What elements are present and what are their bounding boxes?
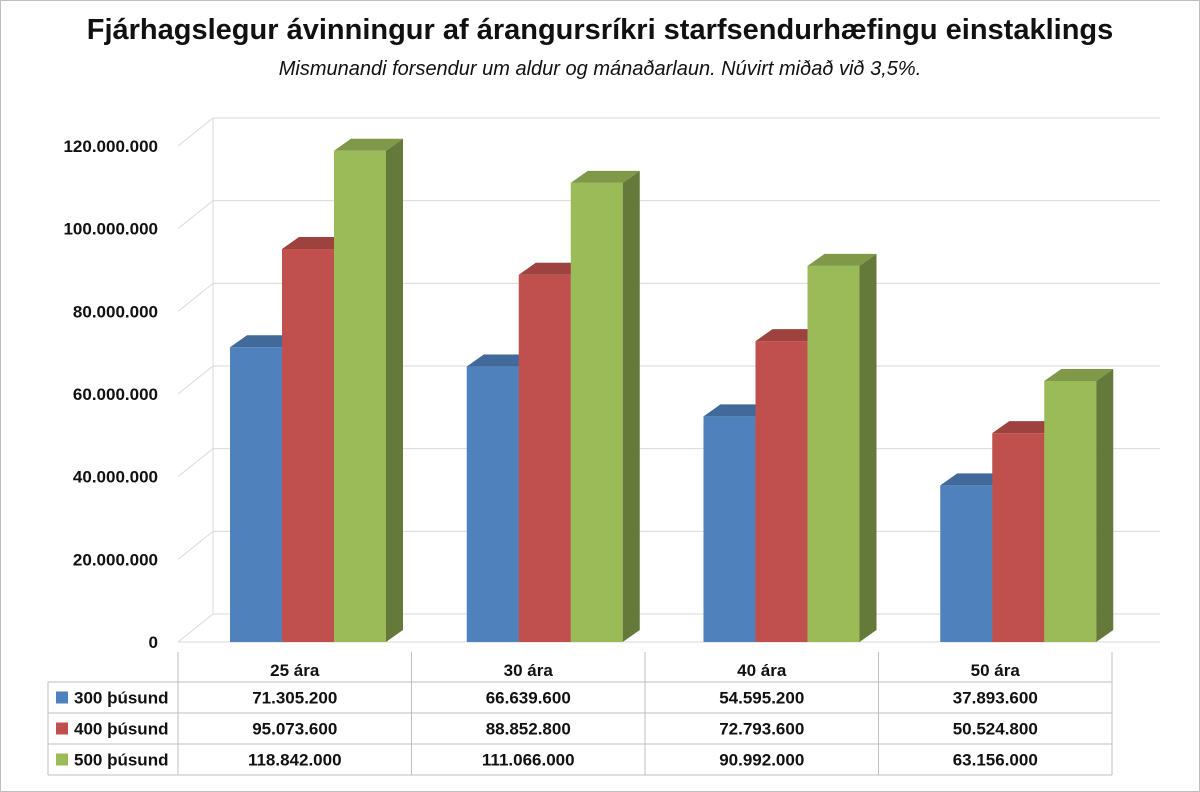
chart-title: Fjárhagslegur ávinningur af árangursríkr… bbox=[86, 14, 1114, 46]
legend-swatch bbox=[56, 753, 68, 766]
bar bbox=[570, 182, 623, 643]
gridline-side bbox=[177, 200, 214, 230]
legend-swatch bbox=[56, 691, 68, 704]
bar bbox=[755, 341, 808, 642]
data-label: 88.852.800 bbox=[486, 720, 571, 739]
data-label: 63.156.000 bbox=[953, 751, 1038, 770]
gridline-side bbox=[177, 282, 214, 312]
bar-top bbox=[518, 262, 588, 275]
legend-label: 400 þúsund bbox=[74, 720, 168, 739]
data-label: 72.793.600 bbox=[719, 720, 804, 739]
gridline-side bbox=[177, 365, 214, 395]
bar-top bbox=[1044, 368, 1114, 381]
legend-swatch bbox=[56, 722, 68, 735]
bar-top bbox=[282, 237, 351, 250]
bar-top bbox=[334, 138, 403, 151]
data-label: 90.992.000 bbox=[719, 751, 804, 770]
data-label: 54.595.200 bbox=[719, 689, 804, 708]
bar-top bbox=[992, 421, 1062, 434]
data-label: 50.524.800 bbox=[953, 720, 1038, 739]
bar-top bbox=[807, 253, 877, 266]
bar-side bbox=[386, 138, 403, 642]
bar bbox=[1044, 380, 1097, 642]
data-label: 37.893.600 bbox=[953, 689, 1038, 708]
bar bbox=[992, 433, 1045, 642]
bar-top bbox=[570, 170, 640, 183]
legend-label: 300 þúsund bbox=[74, 689, 168, 708]
category-label: 30 ára bbox=[504, 661, 554, 680]
bar bbox=[466, 366, 519, 642]
bar-side bbox=[622, 170, 640, 643]
bar bbox=[518, 274, 571, 642]
data-label: 118.842.000 bbox=[248, 751, 342, 770]
gridline-side bbox=[177, 530, 214, 560]
bar-side bbox=[1096, 368, 1114, 642]
bar bbox=[807, 265, 860, 642]
data-label: 95.073.600 bbox=[252, 720, 337, 739]
category-label: 50 ára bbox=[971, 661, 1021, 680]
bar-top bbox=[940, 473, 1010, 486]
gridline-side bbox=[177, 117, 214, 147]
bar bbox=[703, 416, 756, 642]
gridline-side bbox=[177, 613, 214, 643]
data-label: 71.305.200 bbox=[252, 689, 337, 708]
y-tick-label: 0 bbox=[149, 633, 158, 652]
y-tick-label: 60.000.000 bbox=[73, 385, 158, 404]
y-tick-label: 100.000.000 bbox=[63, 220, 158, 239]
chart-subtitle: Mismunandi forsendur um aldur og mánaðar… bbox=[278, 58, 922, 80]
y-tick-label: 120.000.000 bbox=[63, 137, 158, 156]
data-label: 111.066.000 bbox=[482, 751, 575, 770]
bar-top bbox=[230, 335, 299, 348]
legend-label: 500 þúsund bbox=[74, 751, 168, 770]
y-tick-label: 20.000.000 bbox=[73, 550, 158, 569]
bar-side bbox=[859, 253, 877, 643]
bar bbox=[334, 150, 386, 642]
bar bbox=[282, 249, 334, 642]
bar-top bbox=[703, 404, 773, 417]
y-tick-label: 40.000.000 bbox=[73, 468, 158, 487]
bar bbox=[940, 485, 993, 642]
y-tick-label: 80.000.000 bbox=[73, 302, 158, 321]
bar-top bbox=[466, 354, 536, 367]
data-label: 66.639.600 bbox=[486, 689, 571, 708]
gridline-side bbox=[177, 448, 214, 478]
bar bbox=[230, 347, 282, 642]
bar-top bbox=[755, 329, 825, 342]
category-label: 40 ára bbox=[737, 661, 787, 680]
category-label: 25 ára bbox=[270, 661, 320, 680]
